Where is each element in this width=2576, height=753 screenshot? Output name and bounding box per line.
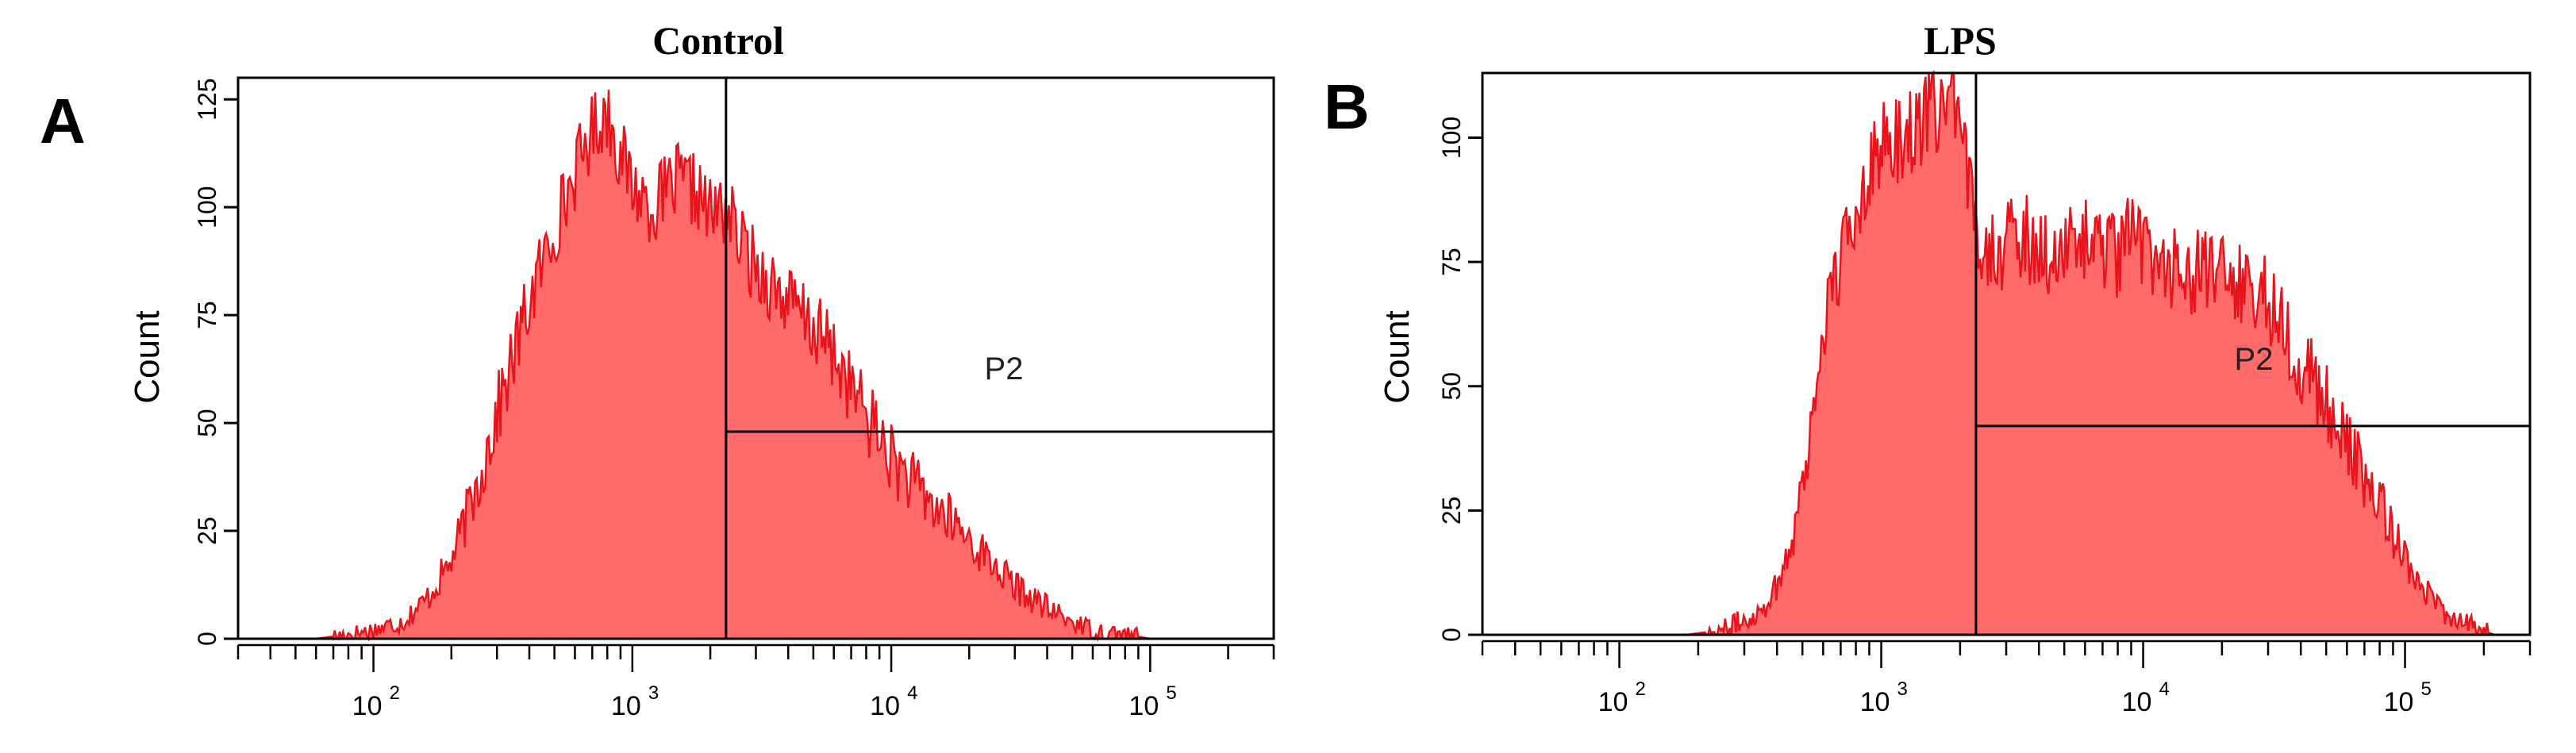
panel-a-y-tick-label: 50	[193, 409, 221, 437]
panel-a-title: Control	[652, 18, 784, 63]
panel-a-x-tick-label: 10	[352, 691, 383, 721]
panel-b-histogram-fill	[1686, 73, 2495, 635]
panel-b-x-tick-exponent: 4	[2159, 678, 2170, 700]
panel-a-x-tick-label: 10	[1128, 691, 1159, 721]
panel-a-plot: 0 25 50 75 100 125 10 2 10 3 10 4 10 5	[193, 76, 1275, 721]
panel-b-x-tick-exponent: 2	[1636, 678, 1646, 700]
panel-a-y-tick-label: 0	[193, 632, 221, 646]
panel-a-letter: A	[40, 86, 86, 156]
panel-b-x-tick-label: 10	[1598, 687, 1628, 717]
panel-b-y-tick-label: 25	[1437, 497, 1466, 525]
panel-a-histogram-outline	[316, 90, 1196, 642]
panel-a-y-tick-label: 125	[193, 78, 221, 120]
panel-a-y-axis-label: Count	[128, 310, 167, 403]
panel-a-gate-label: P2	[985, 352, 1024, 386]
panel-a-x-tick-label: 10	[870, 691, 900, 721]
panel-a-y-tick-label: 25	[193, 517, 221, 545]
panel-b-y-tick-label: 0	[1437, 628, 1466, 642]
panel-a-x-tick-exponent: 2	[390, 682, 400, 704]
panel-a-plot-frame	[236, 76, 1275, 640]
panel-a-x-tick-label: 10	[611, 691, 641, 721]
panel-b-letter: B	[1324, 71, 1370, 142]
panel-b-y-tick-label: 100	[1437, 117, 1466, 159]
panel-b-y-tick-label: 75	[1437, 248, 1466, 276]
panel-a-x-tick-exponent: 5	[1166, 682, 1176, 704]
panel-b-plot: 0 25 50 75 100 10 2 10 3 10 4 10 5	[1437, 69, 2532, 717]
panel-a-x-tick-exponent: 3	[648, 682, 659, 704]
panel-b-y-axis-label: Count	[1378, 310, 1417, 403]
panel-b-title: LPS	[1924, 18, 1997, 63]
panel-a-histogram-fill	[316, 90, 1196, 640]
panel-b-plot-frame	[1481, 71, 2532, 636]
panel-a: A Control Count 0 25 50 75 100 125 10 2 10 3 10 4 10…	[40, 18, 1275, 721]
panel-b-histogram-outline	[1686, 69, 2495, 636]
panel-b-x-tick-label: 10	[1860, 687, 1890, 717]
panel-a-y-tick-label: 100	[193, 186, 221, 228]
panel-b-gate-label: P2	[2235, 342, 2274, 377]
panel-b-x-tick-label: 10	[2122, 687, 2152, 717]
panel-b-y-tick-label: 50	[1437, 372, 1466, 401]
panel-b: B LPS Count 0 25 50 75 100 10 2 10 3 10 4 10 5 P2	[1324, 18, 2532, 717]
panel-b-x-tick-exponent: 5	[2421, 678, 2432, 700]
panel-b-x-tick-label: 10	[2384, 687, 2414, 717]
panel-a-x-tick-exponent: 4	[907, 682, 917, 704]
panel-b-x-tick-exponent: 3	[1897, 678, 1908, 700]
panel-a-y-tick-label: 75	[193, 301, 221, 329]
